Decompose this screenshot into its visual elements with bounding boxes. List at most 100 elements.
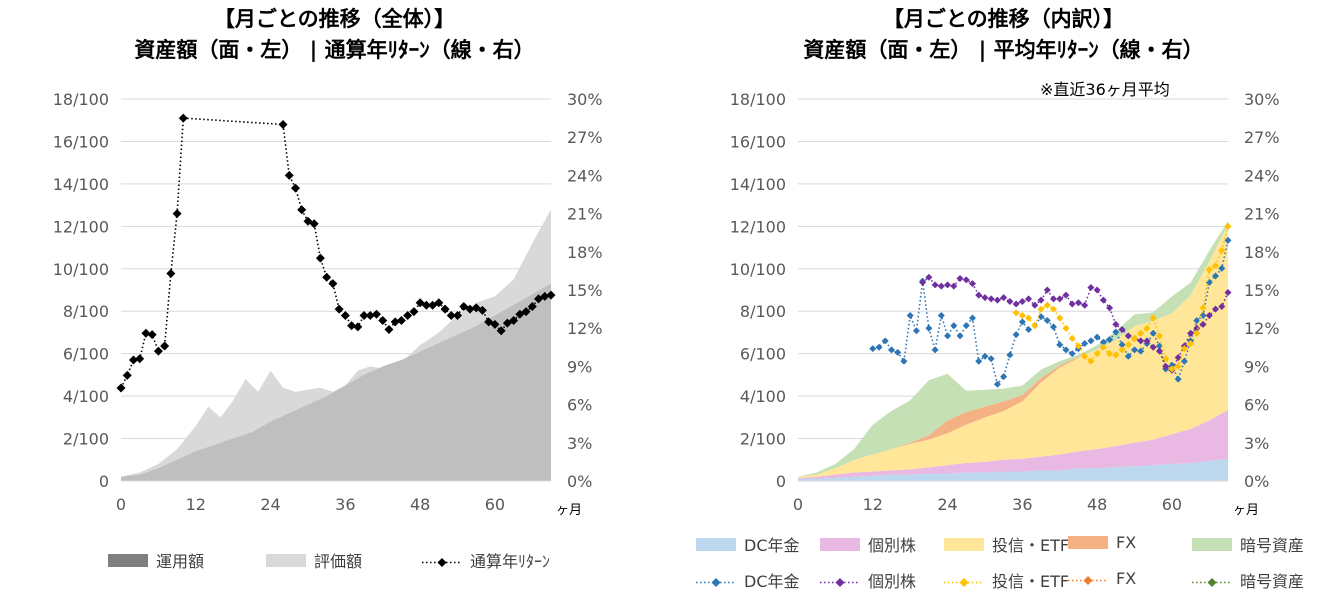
right-legend-line-item: 暗号資産 [1192,568,1304,592]
right-legend-line-item-swatch [1068,572,1108,585]
left-x-unit: ヶ月 [556,503,582,518]
right-y-right-tick: 9% [1244,357,1269,376]
right-marker-DC年金 [1025,325,1033,333]
left-legend-item-label: 通算年ﾘﾀｰﾝ [470,552,551,571]
left-y-right-tick: 12% [567,319,603,338]
right-marker-個別株 [931,281,939,289]
left-marker-通算年ﾘﾀｰﾝ [540,291,550,301]
right-marker-投信・ETF [1162,355,1170,363]
right-marker-個別株 [993,296,1001,304]
right-marker-投信・ETF [1112,351,1120,359]
left-y-left-tick: 6/100 [63,345,109,364]
right-legend-area-item: DC年金 [696,532,800,556]
right-legend-area-item: 投信・ETF [944,532,1069,556]
right-title-line2: 資産額（面・左） | 平均年ﾘﾀｰﾝ（線・右） [803,38,1204,62]
right-legend-line-item-swatch [696,574,736,587]
left-marker-通算年ﾘﾀｰﾝ [340,310,350,320]
left-x-tick: 48 [410,495,430,514]
right-marker-投信・ETF [1199,304,1207,312]
right-marker-個別株 [1112,320,1120,328]
right-marker-個別株 [1149,343,1157,351]
right-marker-個別株 [1118,325,1126,333]
left-marker-通算年ﾘﾀｰﾝ [290,183,300,193]
left-legend-item: 通算年ﾘﾀｰﾝ [422,548,550,572]
right-marker-DC年金 [937,311,945,319]
right-marker-個別株 [1093,286,1101,294]
right-x-unit: ヶ月 [1233,503,1259,518]
right-marker-DC年金 [1012,331,1020,339]
right-marker-個別株 [1174,353,1182,361]
right-marker-個別株 [1043,286,1051,294]
right-marker-DC年金 [1006,351,1014,359]
right-marker-個別株 [1124,332,1132,340]
right-marker-個別株 [1018,297,1026,305]
left-marker-通算年ﾘﾀｰﾝ [347,321,357,331]
right-marker-投信・ETF [1068,334,1076,342]
right-marker-DC年金 [1137,347,1145,355]
right-marker-DC年金 [944,332,952,340]
left-marker-通算年ﾘﾀｰﾝ [477,305,487,315]
left-y-right-tick: 3% [567,434,592,453]
right-marker-投信・ETF [1205,266,1213,274]
left-marker-通算年ﾘﾀｰﾝ [453,310,463,320]
right-marker-DC年金 [881,337,889,345]
right-marker-DC年金 [950,322,958,330]
right-marker-DC年金 [869,345,877,353]
left-x-tick: 36 [335,495,355,514]
right-marker-個別株 [1143,337,1151,345]
left-marker-通算年ﾘﾀｰﾝ [434,298,444,308]
right-marker-DC年金 [912,327,920,335]
right-marker-投信・ETF [1018,311,1026,319]
right-marker-個別株 [1025,295,1033,303]
left-y-left-tick: 4/100 [63,387,109,406]
right-marker-投信・ETF [1224,222,1232,230]
right-marker-DC年金 [906,311,914,319]
right-legend-area-item-swatch [1068,536,1108,549]
right-marker-DC年金 [1062,346,1070,354]
right-marker-DC年金 [1174,375,1182,383]
right-marker-DC年金 [1118,341,1126,349]
right-area-個別株 [798,409,1228,479]
left-marker-通算年ﾘﾀｰﾝ [546,290,556,300]
right-y-left-tick: 16/100 [730,132,786,151]
right-marker-個別株 [1199,320,1207,328]
left-chart-title: 【月ごとの推移（全体）】 資産額（面・左） | 通算年ﾘﾀｰﾝ（線・右） [0,4,669,66]
right-marker-投信・ETF [1131,334,1139,342]
left-marker-通算年ﾘﾀｰﾝ [315,253,325,263]
right-marker-個別株 [1037,296,1045,304]
right-marker-DC年金 [1112,328,1120,336]
right-marker-DC年金 [1056,341,1064,349]
right-marker-個別株 [1224,289,1232,297]
right-legend-line-item-label: DC年金 [744,572,800,591]
right-marker-投信・ETF [1056,314,1064,322]
right-y-right-tick: 15% [1244,281,1280,300]
left-area-運用額 [121,283,551,481]
right-legend-area-item-swatch [820,537,860,551]
right-marker-個別株 [1187,329,1195,337]
left-marker-通算年ﾘﾀｰﾝ [384,324,394,334]
left-marker-通算年ﾘﾀｰﾝ [309,219,319,229]
right-y-left-tick: 10/100 [730,260,786,279]
right-marker-個別株 [975,291,983,299]
right-y-left-tick: 0 [776,472,786,491]
right-marker-投信・ETF [1149,314,1157,322]
right-marker-投信・ETF [1118,346,1126,354]
right-marker-DC年金 [1068,350,1076,358]
right-marker-投信・ETF [1025,314,1033,322]
right-marker-個別株 [1099,296,1107,304]
right-marker-個別株 [1106,304,1114,312]
right-marker-個別株 [1137,337,1145,345]
left-y-right-tick: 27% [567,128,603,147]
left-marker-通算年ﾘﾀｰﾝ [141,328,151,338]
left-marker-通算年ﾘﾀｰﾝ [278,119,288,129]
left-marker-通算年ﾘﾀｰﾝ [122,370,132,380]
right-marker-個別株 [1031,301,1039,309]
right-area-投信・ETF [798,225,1228,478]
right-x-tick: 24 [937,495,957,514]
left-marker-通算年ﾘﾀｰﾝ [322,272,332,282]
right-chart-note: ※直近36ヶ月平均 [1040,80,1170,99]
right-legend-area-item-label: 個別株 [868,536,917,555]
right-marker-DC年金 [887,346,895,354]
right-legend-line-item-label: 暗号資産 [1240,572,1305,591]
right-marker-投信・ETF [1081,352,1089,360]
